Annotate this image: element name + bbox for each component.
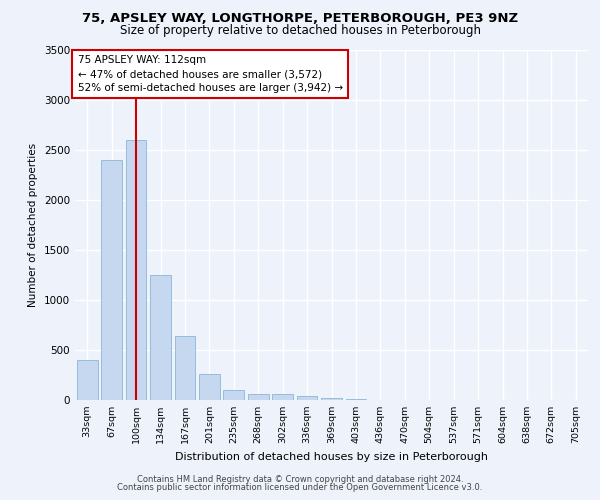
Bar [223, 390, 244, 400]
Bar [248, 394, 269, 400]
Y-axis label: Number of detached properties: Number of detached properties [28, 143, 38, 307]
Text: 75, APSLEY WAY, LONGTHORPE, PETERBOROUGH, PE3 9NZ: 75, APSLEY WAY, LONGTHORPE, PETERBOROUGH… [82, 12, 518, 26]
Bar [272, 394, 293, 400]
Bar [296, 396, 317, 400]
Bar [175, 336, 196, 400]
Bar [346, 399, 367, 400]
Bar [101, 160, 122, 400]
Bar [199, 374, 220, 400]
Bar [77, 360, 98, 400]
Text: 75 APSLEY WAY: 112sqm
← 47% of detached houses are smaller (3,572)
52% of semi-d: 75 APSLEY WAY: 112sqm ← 47% of detached … [77, 56, 343, 94]
Bar [150, 275, 171, 400]
Text: Size of property relative to detached houses in Peterborough: Size of property relative to detached ho… [119, 24, 481, 37]
Text: Contains HM Land Registry data © Crown copyright and database right 2024.: Contains HM Land Registry data © Crown c… [137, 475, 463, 484]
Bar [125, 140, 146, 400]
X-axis label: Distribution of detached houses by size in Peterborough: Distribution of detached houses by size … [175, 452, 488, 462]
Text: Contains public sector information licensed under the Open Government Licence v3: Contains public sector information licen… [118, 484, 482, 492]
Bar [321, 398, 342, 400]
